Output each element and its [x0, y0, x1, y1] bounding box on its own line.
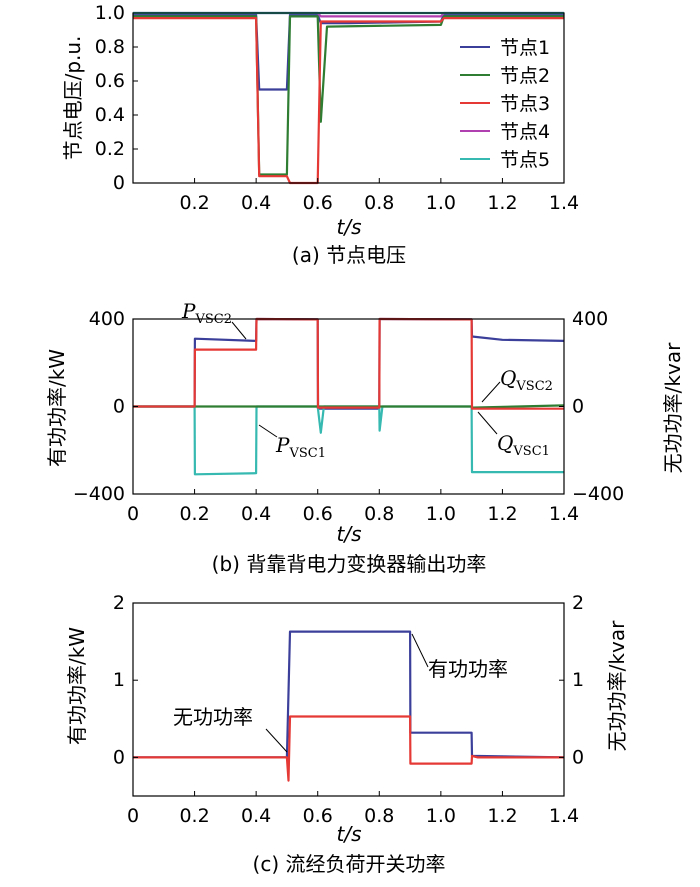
panel-b-ytick-right-label: 0	[572, 396, 584, 418]
panel-a-xtick-label: 1.0	[426, 192, 456, 214]
panel-c-xtick-label: 0.2	[179, 805, 209, 827]
legend-node2: 节点2	[500, 65, 550, 87]
panel-b-xtick-label: 0.8	[364, 503, 394, 525]
panel-b-ytick-label: 400	[89, 308, 125, 330]
panel-a-caption: (a) 节点电压	[292, 243, 406, 267]
panel-b-xtick-label: 1.4	[549, 503, 579, 525]
anno-p-vsc1-leader	[258, 424, 278, 438]
panel-a-ytick-label: 0	[113, 172, 125, 194]
panel-c-ytick-right-label: 2	[572, 592, 584, 614]
panel-a-xtick-label: 0.6	[303, 192, 333, 214]
panel-b-ylabel-right: 无功功率/kvar	[661, 342, 685, 473]
panel-c-series-2	[133, 715, 564, 782]
panel-b-xtick-label: 1.2	[487, 503, 517, 525]
panel-a-ytick-label: 1.0	[95, 2, 125, 24]
panel-b-xtick-label: 1.0	[426, 503, 456, 525]
panel-a-xtick-label: 1.2	[487, 192, 517, 214]
anno-reactive-power: 无功功率	[173, 705, 253, 729]
panel-b-ylabel-left: 有功功率/kW	[45, 349, 69, 467]
panel-b-xtick-label: 0	[127, 503, 139, 525]
anno-p-vsc2: PVSC2	[181, 299, 232, 327]
panel-a-xtick-label: 1.4	[549, 192, 579, 214]
panel-c-xtick-label: 0	[127, 805, 139, 827]
panel-b-ytick-label: 0	[113, 396, 125, 418]
panel-c-xtick-label: 0.4	[241, 805, 271, 827]
panel-b-series-4	[133, 317, 564, 410]
anno-q-vsc2: QVSC2	[500, 366, 553, 394]
anno-q-vsc1: QVSC1	[497, 431, 550, 459]
panel-c-xtick-label: 1.4	[549, 805, 579, 827]
panel-a-xlabel: t/s	[337, 215, 362, 239]
panel-c-xtick-label: 1.0	[426, 805, 456, 827]
panel-c-series	[133, 630, 565, 782]
panel-b-series	[133, 317, 565, 476]
panel-c-xtick-label: 0.8	[364, 805, 394, 827]
legend-node5: 节点5	[500, 149, 550, 171]
anno-q-vsc1-leader	[477, 411, 498, 435]
anno-active-power-leader	[411, 633, 429, 668]
panel-b-ytick-right-label: 400	[572, 308, 608, 330]
anno-q-vsc2-leader	[481, 381, 501, 403]
panel-c-xtick-label: 1.2	[487, 805, 517, 827]
panel-b-caption: (b) 背靠背电力变换器输出功率	[212, 552, 487, 576]
legend-node4: 节点4	[500, 121, 550, 143]
anno-p-vsc1: PVSC1	[275, 433, 326, 461]
panel-c-ytick-right-label: 1	[572, 669, 584, 691]
panel-a-ytick-label: 0.4	[95, 104, 125, 126]
panel-b-xtick-label: 0.6	[303, 503, 333, 525]
panel-b-ytick-label: −400	[73, 483, 125, 505]
panel-c-ytick-label: 0	[113, 746, 125, 768]
panel-a-legend: 节点1 节点2 节点3 节点4 节点5	[460, 37, 550, 171]
panel-c-ytick-right-label: 0	[572, 746, 584, 768]
panel-c-ylabel-right: 无功功率/kvar	[605, 620, 629, 751]
panel-a-ticks: 0.2 0.4 0.6 0.8 1.0 1.2 1.4 0 0.2 0.4 0.6 0.8 1.0	[95, 2, 579, 214]
panel-c-ytick-label: 1	[113, 669, 125, 691]
panel-c-caption: (c) 流经负荷开关功率	[253, 852, 446, 876]
panel-a: 0.2 0.4 0.6 0.8 1.0 1.2 1.4 0 0.2 0.4 0.6 0.8 1.0 节点…	[61, 2, 579, 267]
panel-c-xtick-label: 0.6	[303, 805, 333, 827]
panel-a-ylabel: 节点电压/p.u.	[61, 36, 85, 161]
panel-a-xtick-label: 0.2	[179, 192, 209, 214]
panel-a-frame	[132, 12, 565, 184]
anno-reactive-power-leader	[265, 728, 288, 753]
panel-c-xlabel: t/s	[337, 822, 362, 846]
panel-a-xtick-label: 0.4	[241, 192, 271, 214]
panel-b-xlabel: t/s	[337, 522, 362, 546]
legend-node1: 节点1	[500, 37, 550, 59]
anno-p-vsc2-leader	[231, 321, 247, 340]
panel-c-frame	[132, 602, 565, 797]
legend-node3: 节点3	[500, 93, 550, 115]
panel-b-ytick-right-label: −400	[572, 483, 624, 505]
panel-c-ticks: 0 0.2 0.4 0.6 0.8 1.0 1.2 1.4 0 1 2 0 1 2	[113, 592, 584, 827]
panel-b-xtick-label: 0.4	[241, 503, 271, 525]
panel-c-ylabel-left: 有功功率/kW	[65, 627, 89, 745]
panel-a-ytick-label: 0.6	[95, 70, 125, 92]
panel-b-xtick-label: 0.2	[179, 503, 209, 525]
panel-b-series-1	[133, 317, 565, 410]
panel-c-series-1	[133, 630, 565, 759]
panel-a-ytick-label: 0.2	[95, 138, 125, 160]
panel-c-annotations: 有功功率 无功功率	[173, 633, 508, 753]
panel-a-xtick-label: 0.8	[364, 192, 394, 214]
panel-c-ytick-label: 2	[113, 592, 125, 614]
panel-a-ytick-label: 0.8	[95, 36, 125, 58]
anno-active-power: 有功功率	[428, 657, 508, 681]
panel-b-annotations: PVSC2 PVSC1 QVSC2 QVSC1	[181, 299, 553, 461]
panel-c: 0 0.2 0.4 0.6 0.8 1.0 1.2 1.4 0 1 2 0 1 2 有功功率/kW 无功功…	[65, 592, 629, 876]
